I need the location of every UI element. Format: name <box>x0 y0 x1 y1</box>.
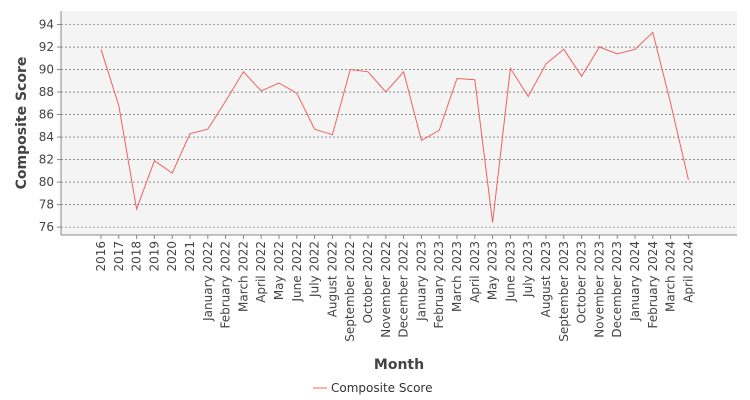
y-tick-label: 92 <box>39 40 54 54</box>
x-tick-label: March 2022 <box>236 241 250 312</box>
y-axis-title: Composite Score <box>14 57 30 190</box>
y-tick-label: 76 <box>39 220 54 234</box>
x-tick-label: 2016 <box>94 241 108 272</box>
x-tick-label: October 2023 <box>575 241 589 323</box>
y-tick-label: 94 <box>39 18 54 32</box>
series-line-composite-score <box>100 31 689 223</box>
x-tick-label: March 2023 <box>450 241 464 312</box>
x-tick-label: May 2022 <box>272 241 286 300</box>
x-tick-label: 2020 <box>165 241 179 272</box>
x-tick-label: November 2023 <box>592 241 606 338</box>
x-tick-label: 2017 <box>112 241 126 272</box>
x-tick-label: April 2022 <box>254 241 268 303</box>
series-group <box>100 31 689 223</box>
y-tick-label: 78 <box>39 198 54 212</box>
x-tick-label: February 2023 <box>432 241 446 329</box>
x-tick-label: 2021 <box>183 241 197 272</box>
y-tick-label: 88 <box>39 85 54 99</box>
legend: Composite Score <box>313 381 432 395</box>
x-tick-label: February 2022 <box>219 241 233 329</box>
x-tick-label: April 2024 <box>681 241 695 303</box>
x-tick-label: February 2024 <box>646 241 660 329</box>
x-tick-label: December 2023 <box>610 241 624 338</box>
y-tick-label: 84 <box>39 130 54 144</box>
y-tick-label: 90 <box>39 63 54 77</box>
x-tick-label: 2018 <box>130 241 144 272</box>
x-tick-label: September 2023 <box>557 241 571 342</box>
x-tick-label: December 2022 <box>397 241 411 338</box>
x-tick-label: September 2022 <box>343 241 357 342</box>
x-tick-label: May 2023 <box>486 241 500 300</box>
y-tick-label: 82 <box>39 153 54 167</box>
x-tick-label: January 2024 <box>628 241 642 322</box>
x-tick-label: June 2023 <box>503 241 517 303</box>
x-tick-label: January 2023 <box>414 241 428 322</box>
x-tick-label: June 2022 <box>290 241 304 303</box>
y-tick-label: 86 <box>39 108 54 122</box>
y-tick-label: 80 <box>39 175 54 189</box>
x-tick-label: August 2022 <box>325 241 339 317</box>
x-tick-label: November 2022 <box>379 241 393 338</box>
plot-area <box>61 11 737 235</box>
x-tick-label: October 2022 <box>361 241 375 323</box>
x-tick-label: July 2023 <box>521 241 535 298</box>
x-tick-label: April 2023 <box>468 241 482 303</box>
x-tick-label: July 2022 <box>308 241 322 298</box>
grid-lines <box>61 24 737 228</box>
x-axis-title: Month <box>374 357 424 373</box>
y-ticks: 76 78 80 82 84 86 88 90 92 94 <box>39 18 61 234</box>
x-tick-label: August 2023 <box>539 241 553 317</box>
legend-label: Composite Score <box>331 381 432 395</box>
x-tick-label: 2019 <box>147 241 161 272</box>
x-ticks: 2016 2017 2018 2019 2020 2021 January 2022 Febr… <box>94 235 695 342</box>
x-tick-label: January 2022 <box>201 241 215 322</box>
x-tick-label: March 2024 <box>664 241 678 312</box>
